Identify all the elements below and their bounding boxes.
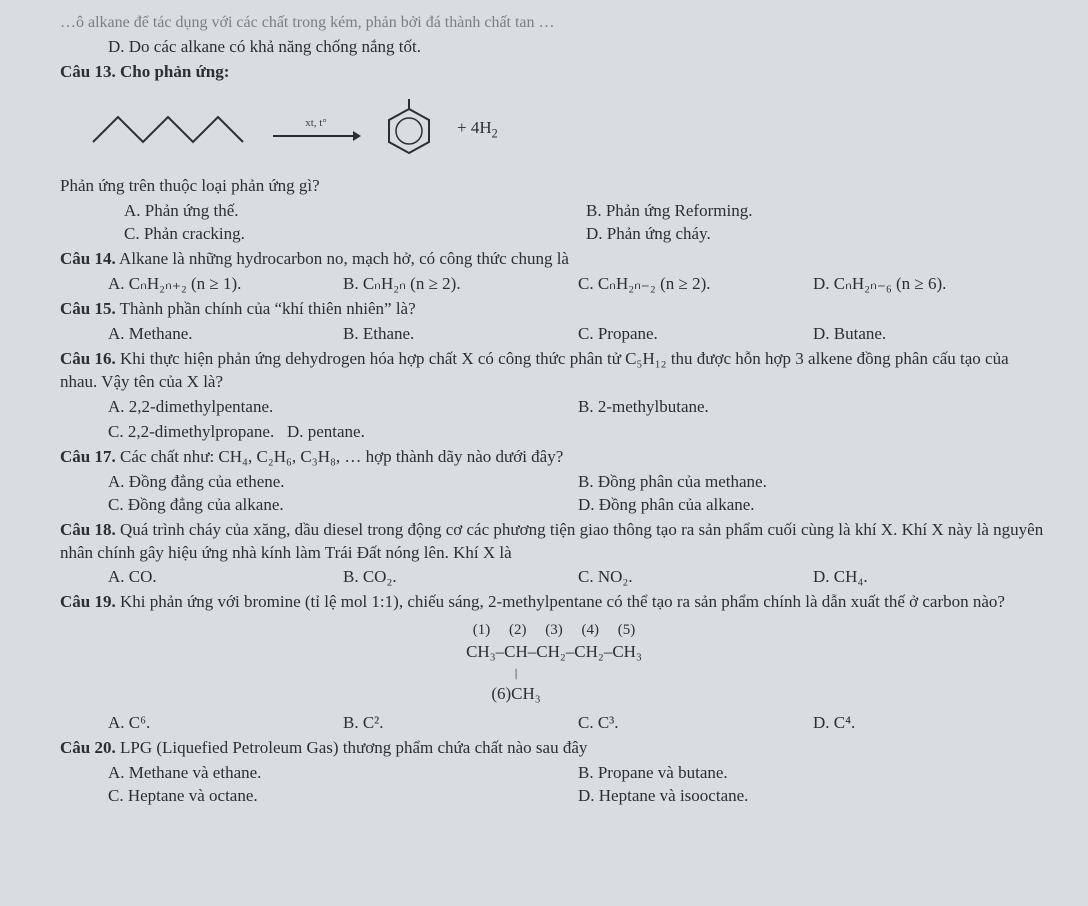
toluene-ring-icon <box>379 97 439 161</box>
q14-C: C. CₙH₂ₙ₋₂ (n ≥ 2). <box>578 273 813 296</box>
q13-row2: C. Phản cracking. D. Phản ứng cháy. <box>124 223 1048 246</box>
q13-title: Câu 13. Cho phản ứng: <box>60 61 1048 84</box>
heptane-zigzag-icon <box>88 107 253 152</box>
q19-branch: (6)CH₃ <box>491 684 540 703</box>
q15-C: C. Propane. <box>578 323 813 346</box>
q17-A: A. Đồng đẳng của ethene. <box>108 471 578 494</box>
q14-D: D. CₙH₂ₙ₋₆ (n ≥ 6). <box>813 273 1048 296</box>
q13-C: C. Phản cracking. <box>124 223 586 246</box>
q18-C: C. NO₂. <box>578 566 813 589</box>
q13-A: A. Phản ứng thế. <box>124 200 586 223</box>
q20-D: D. Heptane và isooctane. <box>578 785 1048 808</box>
q15-title: Câu 15. Thành phần chính của “khí thiên … <box>60 298 1048 321</box>
clipped-text-top: …ô alkane để tác dụng với các chất trong… <box>60 12 1048 34</box>
q15-options: A. Methane. B. Ethane. C. Propane. D. Bu… <box>108 323 1048 346</box>
q16-A: A. 2,2-dimethylpentane. <box>108 396 578 419</box>
q19-title: Câu 19. Khi phản ứng với bromine (tỉ lệ … <box>60 591 1048 614</box>
q18-D: D. CH₄. <box>813 566 1048 589</box>
q16-B: B. 2-methylbutane. <box>578 396 1048 419</box>
q20-row2: C. Heptane và octane. D. Heptane và isoo… <box>108 785 1048 808</box>
q19-C: C. C³. <box>578 712 813 735</box>
product-text: + 4H2 <box>457 117 498 142</box>
q14-A: A. CₙH₂ₙ₊₂ (n ≥ 1). <box>108 273 343 296</box>
q19-D: D. C⁴. <box>813 712 1048 735</box>
q19-B: B. C². <box>343 712 578 735</box>
q15-B: B. Ethane. <box>343 323 578 346</box>
q17-D: D. Đồng phân của alkane. <box>578 494 1048 517</box>
q20-title: Câu 20. LPG (Liquefied Petroleum Gas) th… <box>60 737 1048 760</box>
q19-A: A. C⁶. <box>108 712 343 735</box>
q19-formula: (1) (2) (3) (4) (5) CH₃–CH–CH₂–CH₂–CH₃ |… <box>60 620 1048 706</box>
q17-B: B. Đồng phân của methane. <box>578 471 1048 494</box>
q19-nums: (1) (2) (3) (4) (5) <box>60 620 1048 640</box>
q16-row2: C. 2,2-dimethylpropane. D. pentane. <box>108 421 1048 444</box>
q16-D: D. pentane. <box>287 422 365 441</box>
q17-title: Câu 17. Các chất như: CH₄, C₂H₆, C₃H₈, …… <box>60 446 1048 469</box>
product-sub: 2 <box>492 126 498 140</box>
q17-row1: A. Đồng đẳng của ethene. B. Đồng phân củ… <box>108 471 1048 494</box>
reaction-arrow: xt, t° <box>271 116 361 143</box>
q19-options: A. C⁶. B. C². C. C³. D. C⁴. <box>108 712 1048 735</box>
option-d-top: D. Do các alkane có khả năng chống nắng … <box>108 36 1048 59</box>
q16-title: Câu 16. Khi thực hiện phản ứng dehydroge… <box>60 348 1048 394</box>
arrow-icon <box>271 129 361 143</box>
q20-B: B. Propane và butane. <box>578 762 1048 785</box>
q14-B: B. CₙH₂ₙ (n ≥ 2). <box>343 273 578 296</box>
page: …ô alkane để tác dụng với các chất trong… <box>0 0 1088 828</box>
q13-reaction-diagram: xt, t° + 4H2 <box>88 97 1048 161</box>
q16-row1: A. 2,2-dimethylpentane. B. 2-methylbutan… <box>108 396 1048 419</box>
q13-row1: A. Phản ứng thế. B. Phản ứng Reforming. <box>124 200 1048 223</box>
q15-D: D. Butane. <box>813 323 1048 346</box>
q16-C: C. 2,2-dimethylpropane. <box>108 422 274 441</box>
q20-C: C. Heptane và octane. <box>108 785 578 808</box>
q20-A: A. Methane và ethane. <box>108 762 578 785</box>
q13-D: D. Phản ứng cháy. <box>586 223 1048 246</box>
q18-options: A. CO. B. CO₂. C. NO₂. D. CH₄. <box>108 566 1048 589</box>
q13-prompt: Phản ứng trên thuộc loại phản ứng gì? <box>60 175 1048 198</box>
q14-title: Câu 14. Câu 14. Alkane là những hydrocar… <box>60 248 1048 271</box>
q17-C: C. Đồng đẳng của alkane. <box>108 494 578 517</box>
q20-row1: A. Methane và ethane. B. Propane và buta… <box>108 762 1048 785</box>
q14-options: A. CₙH₂ₙ₊₂ (n ≥ 1). B. CₙH₂ₙ (n ≥ 2). C.… <box>108 273 1048 296</box>
product-prefix: + 4H <box>457 118 492 137</box>
q18-title: Câu 18. Quá trình cháy của xăng, dầu die… <box>60 519 1048 565</box>
q17-row2: C. Đồng đẳng của alkane. D. Đồng phân củ… <box>108 494 1048 517</box>
q18-A: A. CO. <box>108 566 343 589</box>
q13-B: B. Phản ứng Reforming. <box>586 200 1048 223</box>
q15-A: A. Methane. <box>108 323 343 346</box>
q18-B: B. CO₂. <box>343 566 578 589</box>
